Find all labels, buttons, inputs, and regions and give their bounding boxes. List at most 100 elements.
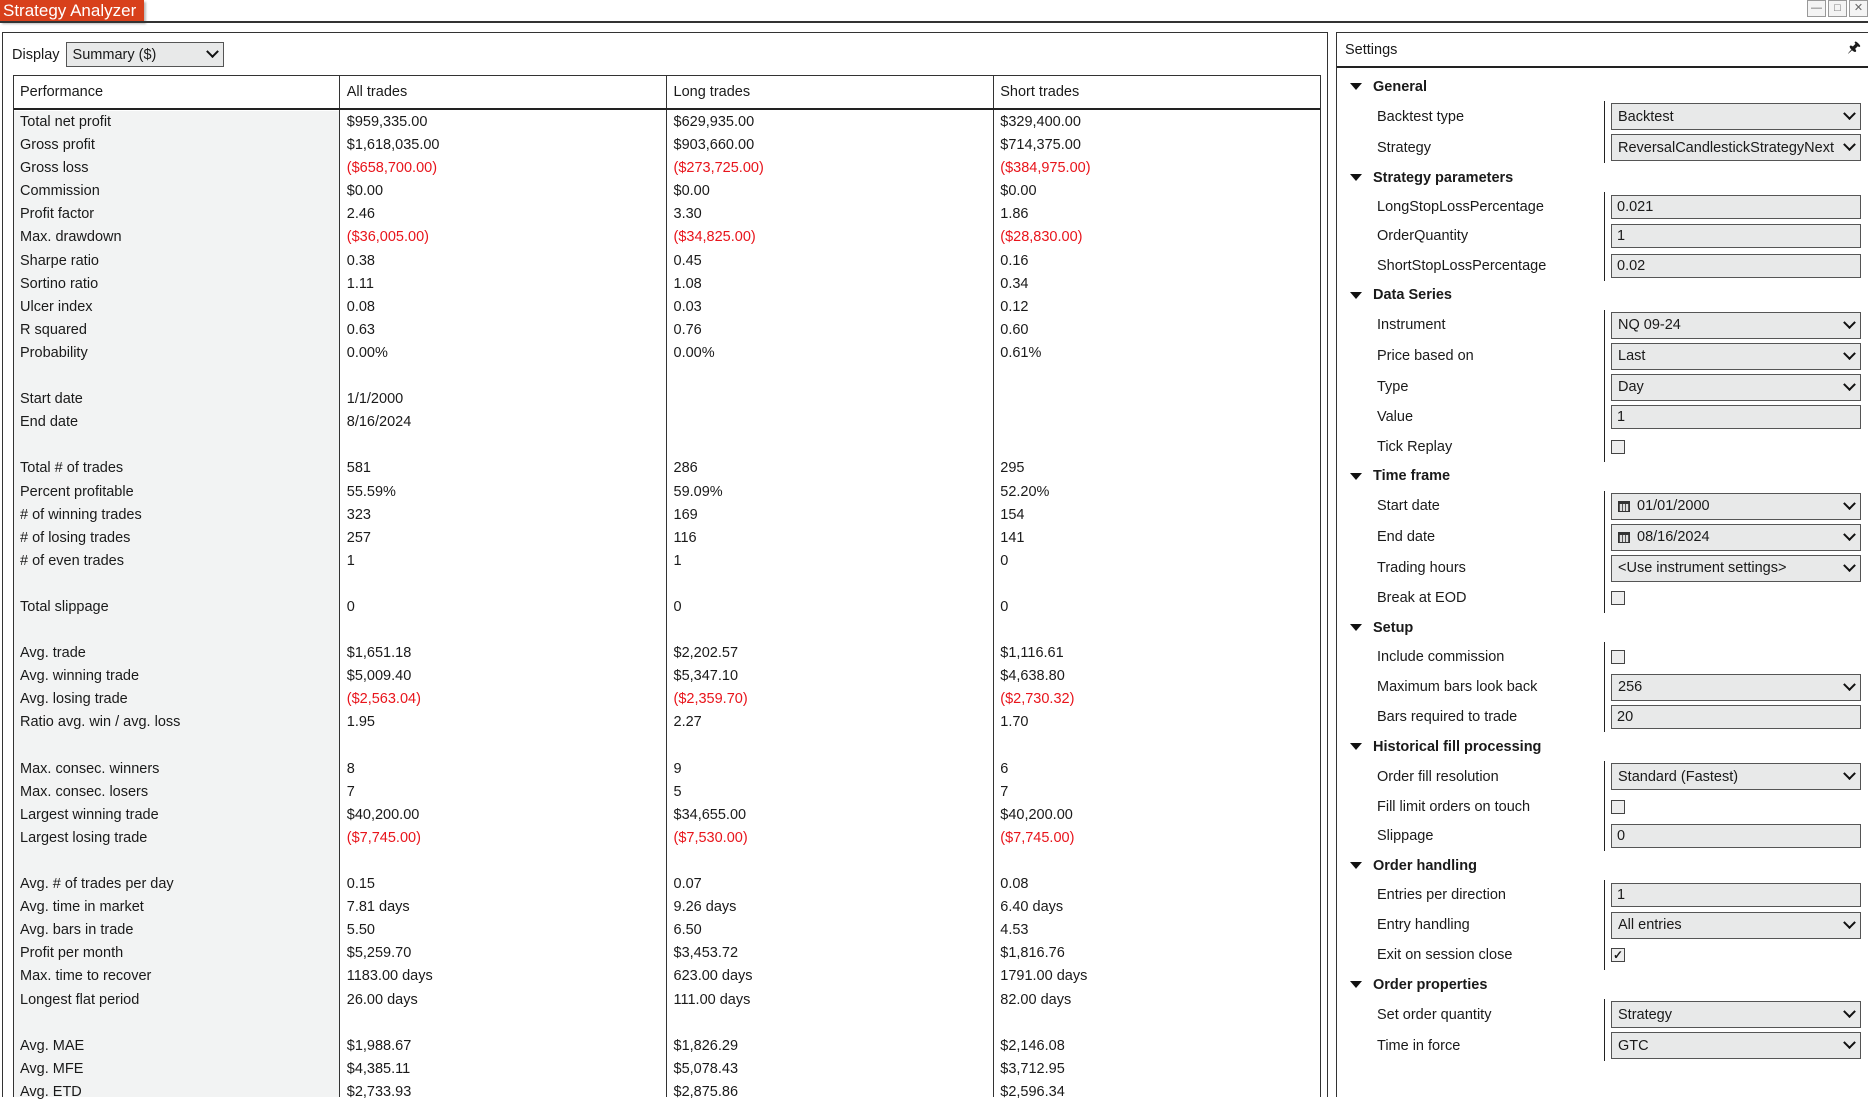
collapse-triangle-icon[interactable]: [1350, 83, 1362, 90]
collapse-triangle-icon[interactable]: [1350, 981, 1362, 988]
header-short-trades[interactable]: Short trades: [1000, 84, 1080, 100]
category-data-series[interactable]: Data Series: [1337, 281, 1868, 310]
setting-order-fill-resolution: Order fill resolution Standard (Fastest): [1337, 761, 1868, 792]
time-in-force-dropdown[interactable]: GTC: [1611, 1032, 1861, 1059]
entries-per-direction-input[interactable]: 1: [1611, 882, 1861, 907]
metric-label: Avg. MAE: [20, 1037, 85, 1054]
trading-hours-dropdown[interactable]: <Use instrument settings>: [1611, 554, 1861, 582]
end-date-dropdown[interactable]: 08/16/2024: [1611, 523, 1861, 551]
maximum-bars-look-back-dropdown[interactable]: 256: [1611, 673, 1861, 701]
bars-required-to-trade-input[interactable]: 20: [1611, 705, 1861, 730]
category-strategy-parameters[interactable]: Strategy parameters: [1337, 163, 1868, 192]
category-general[interactable]: General: [1337, 72, 1868, 101]
table-row: Gross profit $1,618,035.00 $903,660.00 $714…: [14, 134, 1320, 157]
row-spacer: [14, 365, 1320, 388]
minimize-icon[interactable]: —: [1807, 0, 1826, 17]
setting-control: 20: [1604, 702, 1868, 732]
close-icon[interactable]: ✕: [1849, 0, 1868, 17]
setting-label: Entries per direction: [1377, 886, 1506, 903]
setting-label: OrderQuantity: [1377, 228, 1469, 245]
orderquantity-input[interactable]: 1: [1611, 224, 1861, 249]
header-long-trades[interactable]: Long trades: [673, 84, 751, 100]
setting-label: Break at EOD: [1377, 590, 1467, 607]
set-order-quantity-dropdown[interactable]: Strategy: [1611, 1001, 1861, 1028]
calendar-icon[interactable]: [1618, 500, 1630, 512]
include-commission-checkbox[interactable]: [1611, 649, 1625, 664]
shortstoplosspercentage-input[interactable]: 0.02: [1611, 253, 1861, 278]
end-date-value-wrap: 08/16/2024: [1618, 529, 1710, 545]
entry-handling-dropdown[interactable]: All entries: [1611, 911, 1861, 939]
collapse-triangle-icon[interactable]: [1350, 291, 1362, 299]
price-based-on-dropdown[interactable]: Last: [1611, 342, 1861, 370]
setting-control: 01/01/2000: [1604, 490, 1868, 522]
window-title-tab: Strategy Analyzer: [0, 0, 145, 22]
category-label: Strategy parameters: [1373, 169, 1514, 186]
table-row: End date 8/16/2024: [14, 411, 1320, 434]
collapse-triangle-icon[interactable]: [1350, 862, 1362, 869]
value-input[interactable]: 1: [1611, 405, 1861, 430]
tick-replay-checkbox[interactable]: [1611, 439, 1625, 454]
slippage-input[interactable]: 0: [1611, 824, 1861, 849]
collapse-triangle-icon[interactable]: [1350, 624, 1362, 631]
metric-label: Probability: [20, 344, 88, 361]
metric-value: $5,078.43: [673, 1060, 739, 1077]
order-fill-resolution-dropdown[interactable]: Standard (Fastest): [1611, 763, 1861, 790]
metric-value: 1.95: [346, 714, 375, 731]
metric-label: Avg. MFE: [20, 1060, 84, 1077]
header-all-trades[interactable]: All trades: [346, 84, 408, 100]
chevron-down-icon: [1843, 1036, 1856, 1050]
performance-column-bg: [14, 111, 340, 1097]
calendar-icon[interactable]: [1618, 531, 1630, 543]
exit-on-session-close-checkbox[interactable]: ✓: [1611, 948, 1625, 963]
category-order-properties[interactable]: Order properties: [1337, 970, 1868, 999]
category-historical-fill-processing[interactable]: Historical fill processing: [1337, 732, 1868, 761]
table-row: Commission $0.00 $0.00 $0.00: [14, 180, 1320, 203]
break-at-eod-checkbox[interactable]: [1611, 591, 1625, 606]
fill-limit-orders-on-touch-checkbox[interactable]: [1611, 799, 1625, 814]
setting-label: Exit on session close: [1377, 947, 1513, 964]
setting-label: Strategy: [1377, 139, 1431, 156]
chevron-down-icon: [1843, 138, 1856, 152]
metric-value: 0.34: [1000, 275, 1029, 292]
metric-value: $1,651.18: [346, 645, 412, 662]
setting-label: Type: [1377, 379, 1409, 395]
collapse-triangle-icon[interactable]: [1350, 174, 1362, 181]
metric-value: $903,660.00: [673, 137, 755, 154]
longstoplosspercentage-input[interactable]: 0.021: [1611, 194, 1861, 219]
chevron-down-icon: [1843, 915, 1856, 929]
metric-value: 141: [1000, 529, 1025, 546]
backtest-type-dropdown[interactable]: Backtest: [1611, 103, 1861, 130]
setting-control: ✓: [1604, 940, 1868, 970]
setting-control: Last: [1604, 340, 1868, 372]
category-setup[interactable]: Setup: [1337, 613, 1868, 642]
setting-label: End date: [1377, 529, 1436, 545]
collapse-triangle-icon[interactable]: [1350, 743, 1362, 750]
strategy-dropdown[interactable]: ReversalCandlestickStrategyNext: [1611, 134, 1861, 161]
table-row: Avg. losing trade ($2,563.04) ($2,359.70) (…: [14, 688, 1320, 711]
pin-icon[interactable]: 🖈: [1847, 39, 1861, 56]
category-time-frame[interactable]: Time frame: [1337, 462, 1868, 491]
header-performance[interactable]: Performance: [20, 84, 104, 100]
type-dropdown[interactable]: Day: [1611, 373, 1861, 401]
setting-control: 0: [1604, 821, 1868, 851]
metric-value: $0.00: [1000, 183, 1037, 200]
metric-value: 2.27: [673, 714, 702, 731]
metric-value: 7: [1000, 783, 1009, 800]
category-label: Setup: [1373, 619, 1414, 636]
maximize-icon[interactable]: □: [1828, 0, 1847, 17]
metric-label: Max. drawdown: [20, 229, 122, 246]
start-date-dropdown[interactable]: 01/01/2000: [1611, 492, 1861, 520]
display-dropdown[interactable]: Summary ($): [65, 42, 224, 67]
metric-value: 0.12: [1000, 298, 1029, 315]
collapse-triangle-icon[interactable]: [1350, 472, 1362, 480]
category-order-handling[interactable]: Order handling: [1337, 851, 1868, 880]
metric-value: $1,116.61: [1000, 645, 1064, 662]
table-row: Max. drawdown ($36,005.00) ($34,825.00) ($2…: [14, 226, 1320, 249]
instrument-dropdown[interactable]: NQ 09-24: [1611, 311, 1861, 339]
metric-value: $714,375.00: [1000, 137, 1081, 154]
metric-label: # of even trades: [20, 552, 124, 569]
table-row: # of even trades 1 1 0: [14, 550, 1320, 573]
metric-value: [667, 411, 994, 434]
table-row: Max. consec. winners 8 9 6: [14, 758, 1320, 781]
metric-value: $0.00: [673, 183, 710, 200]
